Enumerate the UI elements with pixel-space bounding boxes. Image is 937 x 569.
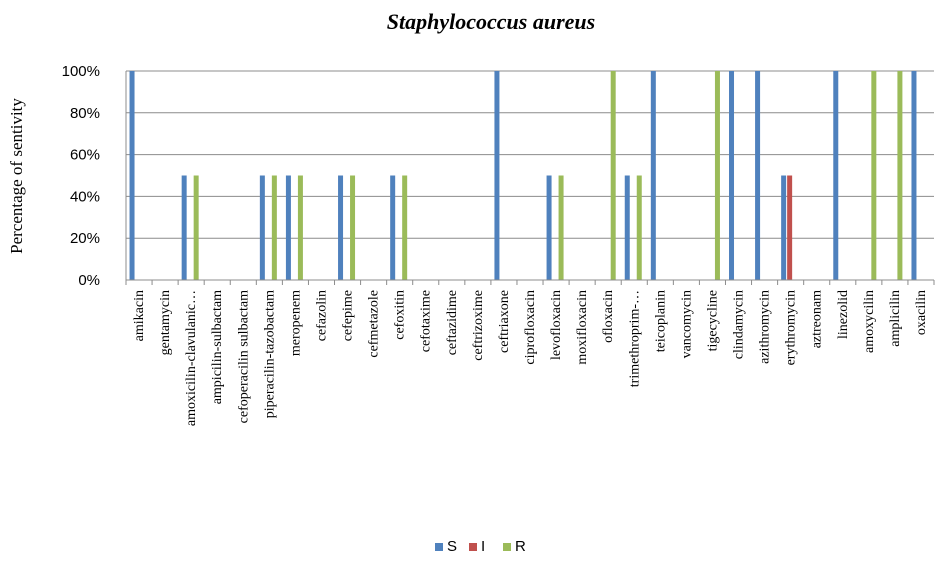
x-tick-label: azithromycin [758, 290, 773, 364]
legend-swatch-s [435, 543, 443, 551]
bar-r-6 [297, 175, 303, 280]
y-tick-label: 20% [70, 230, 100, 247]
x-tick-label: trimethroprim-… [627, 290, 642, 387]
x-tick-label: ceftrizoxime [471, 290, 486, 361]
bar-r-16 [558, 175, 564, 280]
x-tick-label: cefmetazole [367, 290, 382, 358]
bar-s-24 [755, 71, 761, 280]
bar-r-2 [193, 175, 199, 280]
y-tick-label: 100% [62, 63, 100, 80]
x-tick-label: gentamycin [158, 290, 173, 355]
bar-r-28 [871, 71, 877, 280]
bar-r-5 [271, 175, 277, 280]
x-tick-label: erythromycin [784, 290, 799, 365]
x-tick-label: cefazolin [314, 290, 329, 341]
bar-r-18 [610, 71, 616, 280]
x-tick-label: levofloxacin [549, 290, 564, 360]
bar-s-16 [546, 175, 552, 280]
legend-swatch-i [469, 543, 477, 551]
x-tick-label: vancomycin [679, 290, 694, 358]
gridlines [126, 70, 934, 281]
bar-r-29 [897, 71, 903, 280]
x-tick-label: ceftazidime [445, 290, 460, 355]
x-tick-label: piperacilin-tazobactam [262, 290, 277, 418]
bar-s-5 [259, 175, 265, 280]
y-tick-label: 0% [78, 272, 100, 289]
x-tick-label: ceftriaxone [497, 290, 512, 353]
bar-s-14 [494, 71, 500, 280]
x-tick-label: ofloxacin [601, 290, 616, 343]
x-tick-label: amoxicilin-clavulanic… [184, 290, 199, 426]
x-tick-label: aztreonam [810, 290, 825, 348]
x-tick-label: amikacin [132, 290, 147, 341]
bar-s-19 [624, 175, 630, 280]
y-tick-label: 60% [70, 147, 100, 164]
x-tick-label: meropenem [288, 290, 303, 356]
x-tick-label: ampicilin-sulbactam [210, 290, 225, 404]
bar-s-20 [650, 71, 656, 280]
x-tick-label: tigecycline [705, 290, 720, 351]
x-tick-label: cefotaxime [419, 290, 434, 352]
chart-title: Staphylococcus aureus [387, 9, 595, 34]
bar-s-6 [285, 175, 291, 280]
bar-s-25 [781, 175, 787, 280]
legend-label-i: I [481, 538, 485, 555]
x-tick-label: moxifloxacin [575, 290, 590, 365]
x-tick-label: linezolid [836, 290, 851, 339]
bars [129, 71, 917, 280]
bar-i-25 [787, 175, 793, 280]
bar-s-10 [390, 175, 396, 280]
y-tick-label: 80% [70, 105, 100, 122]
x-tick-label: amplicilin [888, 290, 903, 347]
x-tick-label: amoxycilin [862, 290, 877, 353]
x-tick-label: cefoperacilin sulbactam [236, 290, 251, 423]
bar-r-19 [636, 175, 642, 280]
bar-r-22 [714, 71, 720, 280]
bar-s-0 [129, 71, 135, 280]
bar-s-23 [729, 71, 735, 280]
bar-s-27 [833, 71, 839, 280]
legend-label-r: R [515, 538, 526, 555]
y-tick-labels: 0% 20% 40% 60% 80% 100% [62, 63, 100, 289]
bar-s-2 [181, 175, 187, 280]
x-tick-label: cefepime [341, 290, 356, 341]
x-tick-labels: amikacin gentamycin amoxicilin-clavulanic…… [132, 290, 929, 426]
bar-r-10 [402, 175, 408, 280]
x-tick-label: clindamycin [732, 290, 747, 359]
bar-s-8 [338, 175, 344, 280]
legend-label-s: S [447, 538, 457, 555]
y-axis-label: Percentage of sentivity [7, 98, 26, 254]
bar-s-30 [911, 71, 917, 280]
x-tick-label: oxacilin [914, 290, 929, 335]
y-tick-label: 40% [70, 188, 100, 205]
x-axis [125, 71, 935, 285]
x-tick-label: ciprofloxacin [523, 290, 538, 365]
x-tick-label: cefoxitin [393, 290, 408, 340]
x-tick-label: teicoplanin [653, 290, 668, 352]
legend-swatch-r [503, 543, 511, 551]
bar-r-8 [350, 175, 356, 280]
